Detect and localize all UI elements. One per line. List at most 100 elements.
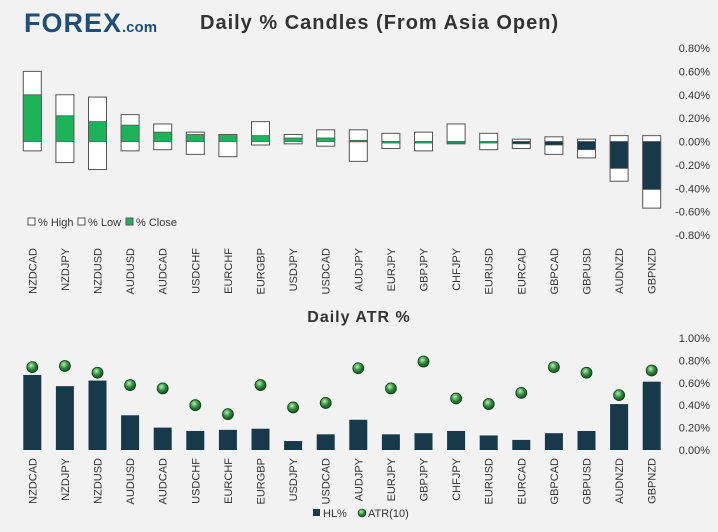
atr-point	[26, 361, 39, 374]
x-tick-label: CHFJPY	[451, 457, 463, 500]
x-tick-label: EURCAD	[516, 458, 528, 505]
close-bar	[316, 137, 336, 142]
x-tick-label: USDJPY	[288, 457, 300, 501]
hl-bar	[218, 429, 237, 450]
hl-bar	[447, 430, 466, 450]
close-bar	[348, 139, 368, 143]
y-tick-label: -0.80%	[675, 230, 710, 242]
x-tick-label: USDCAD	[321, 248, 333, 295]
hl-bar	[251, 428, 270, 450]
close-bar	[511, 141, 531, 145]
x-tick-label: EURCHF	[223, 458, 235, 504]
close-bar	[22, 94, 42, 142]
x-tick-label: GBPJPY	[419, 457, 431, 501]
close-bar	[88, 121, 107, 142]
x-tick-label: GBPUSD	[582, 458, 594, 505]
x-tick-label: NZDUSD	[93, 458, 105, 504]
atr-point	[91, 366, 104, 379]
y-tick-label: 0.20%	[679, 113, 710, 125]
close-bar	[544, 141, 564, 146]
legend-label: % Close	[136, 217, 177, 229]
range-box	[381, 132, 401, 150]
y-tick-label: -0.60%	[675, 207, 710, 219]
atr-point	[59, 360, 71, 372]
atr-point	[548, 361, 560, 374]
candles-chart-title: Daily % Candles (From Asia Open)	[200, 12, 560, 34]
y-tick-label: 0.60%	[679, 66, 710, 78]
x-tick-label: AUDUSD	[125, 458, 137, 505]
hl-bar	[479, 435, 498, 450]
legend-swatch	[27, 217, 36, 226]
x-tick-label: EURJPY	[386, 247, 398, 291]
x-tick-label: AUDNZD	[614, 248, 626, 294]
hl-bar	[414, 433, 433, 450]
legend-label: % Low	[88, 217, 121, 229]
hl-bar	[642, 381, 661, 450]
x-tick-label: GBPNZD	[647, 458, 659, 504]
legend-label: HL%	[323, 508, 347, 520]
hl-bar	[316, 434, 335, 450]
x-tick-label: GBPJPY	[419, 247, 431, 291]
y-tick-label: 0.00%	[679, 137, 710, 149]
x-tick-label: GBPCAD	[549, 458, 561, 505]
x-tick-label: GBPUSD	[582, 248, 594, 295]
legend-swatch	[357, 508, 367, 518]
x-tick-label: NZDJPY	[60, 247, 72, 290]
x-tick-label: EURGBP	[256, 458, 268, 504]
close-bar	[381, 141, 401, 144]
y-tick-label: -0.40%	[675, 183, 710, 195]
x-tick-label: NZDCAD	[27, 248, 39, 294]
close-bar	[577, 141, 596, 151]
hl-bar	[610, 404, 629, 450]
legend-swatch	[125, 217, 134, 226]
y-tick-label: 0.40%	[679, 400, 710, 412]
close-bar	[609, 141, 629, 169]
range-box	[348, 129, 368, 162]
legend-label: ATR(10)	[368, 508, 409, 520]
x-tick-label: USDJPY	[288, 247, 300, 291]
atr-point	[156, 382, 169, 395]
close-bar	[642, 141, 662, 190]
forex-logo: FOREX.com	[24, 8, 157, 39]
x-tick-label: NZDJPY	[60, 457, 72, 500]
x-tick-label: EURUSD	[484, 248, 496, 295]
x-tick-label: AUDNZD	[614, 458, 626, 504]
x-tick-label: USDCAD	[321, 458, 333, 505]
y-tick-label: 0.00%	[679, 445, 710, 457]
atr-chart-title: Daily ATR %	[307, 309, 411, 326]
x-tick-label: CHFJPY	[451, 247, 463, 290]
hl-bar	[55, 386, 74, 450]
x-tick-label: AUDJPY	[353, 457, 365, 501]
atr-point	[645, 364, 658, 377]
atr-point	[417, 355, 430, 368]
x-tick-label: AUDCAD	[158, 248, 170, 295]
hl-bar	[284, 441, 303, 450]
close-bar	[446, 141, 466, 144]
hl-bar	[577, 430, 596, 450]
x-tick-label: EURCAD	[516, 248, 528, 295]
x-tick-label: EURCHF	[223, 248, 235, 294]
x-tick-label: EURGBP	[256, 248, 268, 294]
close-bar	[251, 135, 270, 142]
close-bar	[185, 134, 205, 142]
atr-point	[352, 362, 365, 375]
atr-point	[221, 408, 234, 421]
atr-point	[254, 379, 267, 391]
atr-point	[450, 392, 463, 405]
atr-point	[124, 379, 137, 391]
atr-point	[515, 386, 528, 399]
y-tick-label: 0.40%	[679, 90, 710, 102]
x-tick-label: EURJPY	[386, 457, 398, 501]
x-tick-label: GBPNZD	[647, 248, 659, 294]
x-tick-label: NZDCAD	[27, 458, 39, 504]
close-bar	[414, 141, 433, 144]
x-tick-label: USDCHF	[190, 248, 202, 294]
hl-bar	[381, 434, 400, 450]
close-bar	[479, 141, 499, 144]
legend-label: % High	[38, 217, 73, 229]
x-tick-label: EURUSD	[484, 458, 496, 505]
hl-bar	[88, 380, 107, 450]
atr-point	[613, 389, 625, 402]
